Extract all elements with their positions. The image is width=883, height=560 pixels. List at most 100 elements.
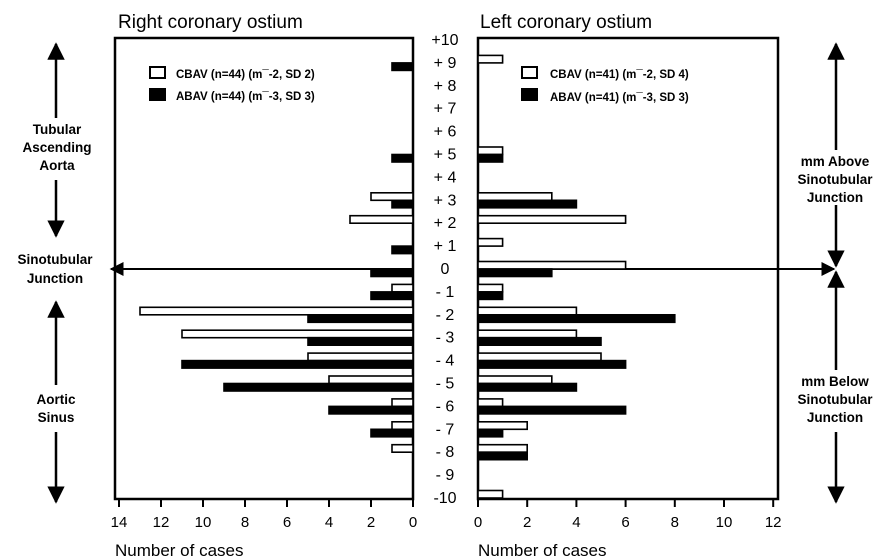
bar-right-cbav [477,146,504,156]
bar-right-cbav [477,489,504,499]
bar-right-cbav [477,420,529,431]
bar-right-abav [477,382,578,392]
x-tick-label-right: 0 [474,514,482,531]
legend-swatch-abav-right [521,88,538,101]
y-tick-label: + 1 [434,238,457,255]
annot-mm-below: mm Below [801,374,869,389]
bar-left-abav [391,199,414,209]
x-axis-ticks: 14 12 10 8 6 4 2 0 0 2 4 6 8 10 12 [111,499,782,531]
y-tick-label: +10 [431,32,458,49]
annot-junction-above: Junction [807,190,863,205]
x-tick-label-right: 2 [523,514,531,531]
y-tick-label: + 4 [434,169,457,186]
bar-left-cbav [391,283,414,293]
bar-left-abav [370,268,414,278]
bar-right-cbav [477,329,578,339]
annot-aorta: Aorta [39,158,75,173]
y-axis-tick-labels: +10 + 9 + 8 + 7 + 6 + 5 + 4 + 3 + 2 + 1 0 - 1 - 2 - 3… [431,32,458,507]
bar-right-cbav [477,398,504,408]
annot-ascending: Ascending [22,140,91,155]
bar-left-abav [391,245,414,255]
bar-left-cbav [307,352,414,362]
bar-right-cbav [477,214,627,224]
bar-right-abav [477,291,504,301]
bar-left-abav [370,428,414,438]
bar-right-cbav [477,352,602,362]
x-tick-label-left: 0 [409,514,417,531]
bar-right-abav [477,336,602,347]
bar-right-abav [477,153,504,163]
y-tick-label: -10 [433,490,456,507]
annot-sinotubular-below: Sinotubular [798,392,874,407]
legend-swatch-abav-left [149,88,166,101]
bar-left-cbav [181,329,414,339]
annot-sinotubular-above: Sinotubular [798,172,874,187]
left-legend: CBAV (n=44) (m¯-2, SD 2) ABAV (n=44) (m¯… [149,66,315,103]
annot-junction-left: Junction [27,271,83,286]
bar-left-cbav [328,375,414,385]
bar-right-cbav [477,443,529,454]
y-tick-label: + 2 [434,215,457,232]
bar-left-abav [307,313,414,324]
bar-left-cbav [391,420,414,431]
bar-right-cbav [477,192,553,202]
bar-right-cbav [477,283,504,293]
bar-right-cbav [477,260,627,270]
y-tick-label: + 9 [434,55,457,72]
y-tick-label: + 7 [434,101,457,118]
bar-right-abav [477,451,529,461]
x-tick-label-left: 12 [153,514,170,531]
bar-left-cbav [139,306,414,316]
bar-left-abav [223,382,414,392]
x-tick-label-right: 10 [716,514,733,531]
bar-marks [139,54,676,499]
bar-left-cbav [391,443,414,454]
legend-label-cbav-left: CBAV (n=44) (m¯-2, SD 2) [176,69,315,81]
legend-label-abav-right: ABAV (n=41) (m¯-3, SD 3) [550,92,689,104]
x-tick-label-right: 4 [572,514,580,531]
x-tick-label-left: 8 [241,514,249,531]
annot-sinotubular-left: Sinotubular [18,252,94,267]
bar-right-cbav [477,375,553,385]
bar-right-abav [477,199,578,209]
bar-right-abav [477,405,627,415]
bar-right-cbav [477,306,578,316]
y-tick-label: 0 [441,261,450,278]
x-tick-label-left: 14 [111,514,128,531]
y-tick-label: - 2 [436,307,455,324]
x-tick-label-right: 12 [765,514,782,531]
y-tick-label: + 6 [434,124,457,141]
bar-left-abav [370,291,414,301]
y-tick-label: - 1 [436,284,455,301]
x-tick-label-left: 6 [283,514,291,531]
x-tick-label-right: 6 [621,514,629,531]
annot-tubular: Tubular [33,122,82,137]
bar-left-cbav [391,398,414,408]
y-tick-label: - 6 [436,398,455,415]
y-tick-label: - 5 [436,376,455,393]
bar-right-abav [477,313,676,324]
bar-left-abav [391,153,414,163]
bar-left-cbav [349,214,414,224]
bar-right-cbav [477,237,504,247]
x-tick-label-left: 10 [195,514,212,531]
right-legend: CBAV (n=41) (m¯-2, SD 4) ABAV (n=41) (m¯… [521,66,689,104]
annot-mm-above: mm Above [801,154,870,169]
annot-sinus: Sinus [38,410,75,425]
left-x-axis-label: Number of cases [115,541,244,560]
legend-swatch-cbav-left [149,66,166,79]
bar-right-abav [477,359,627,369]
bar-left-abav [307,336,414,347]
y-tick-label: - 8 [436,444,455,461]
bar-right-abav [477,268,553,278]
legend-label-abav-left: ABAV (n=44) (m¯-3, SD 3) [176,91,315,103]
right-x-axis-label: Number of cases [478,541,607,560]
y-tick-label: + 3 [434,192,457,209]
bar-left-cbav [370,192,414,202]
bar-right-cbav [477,54,504,64]
x-tick-label-left: 2 [367,514,375,531]
bar-left-abav [181,359,414,369]
y-tick-label: - 3 [436,330,455,347]
bar-left-abav [391,62,414,72]
bar-left-abav [328,405,414,415]
